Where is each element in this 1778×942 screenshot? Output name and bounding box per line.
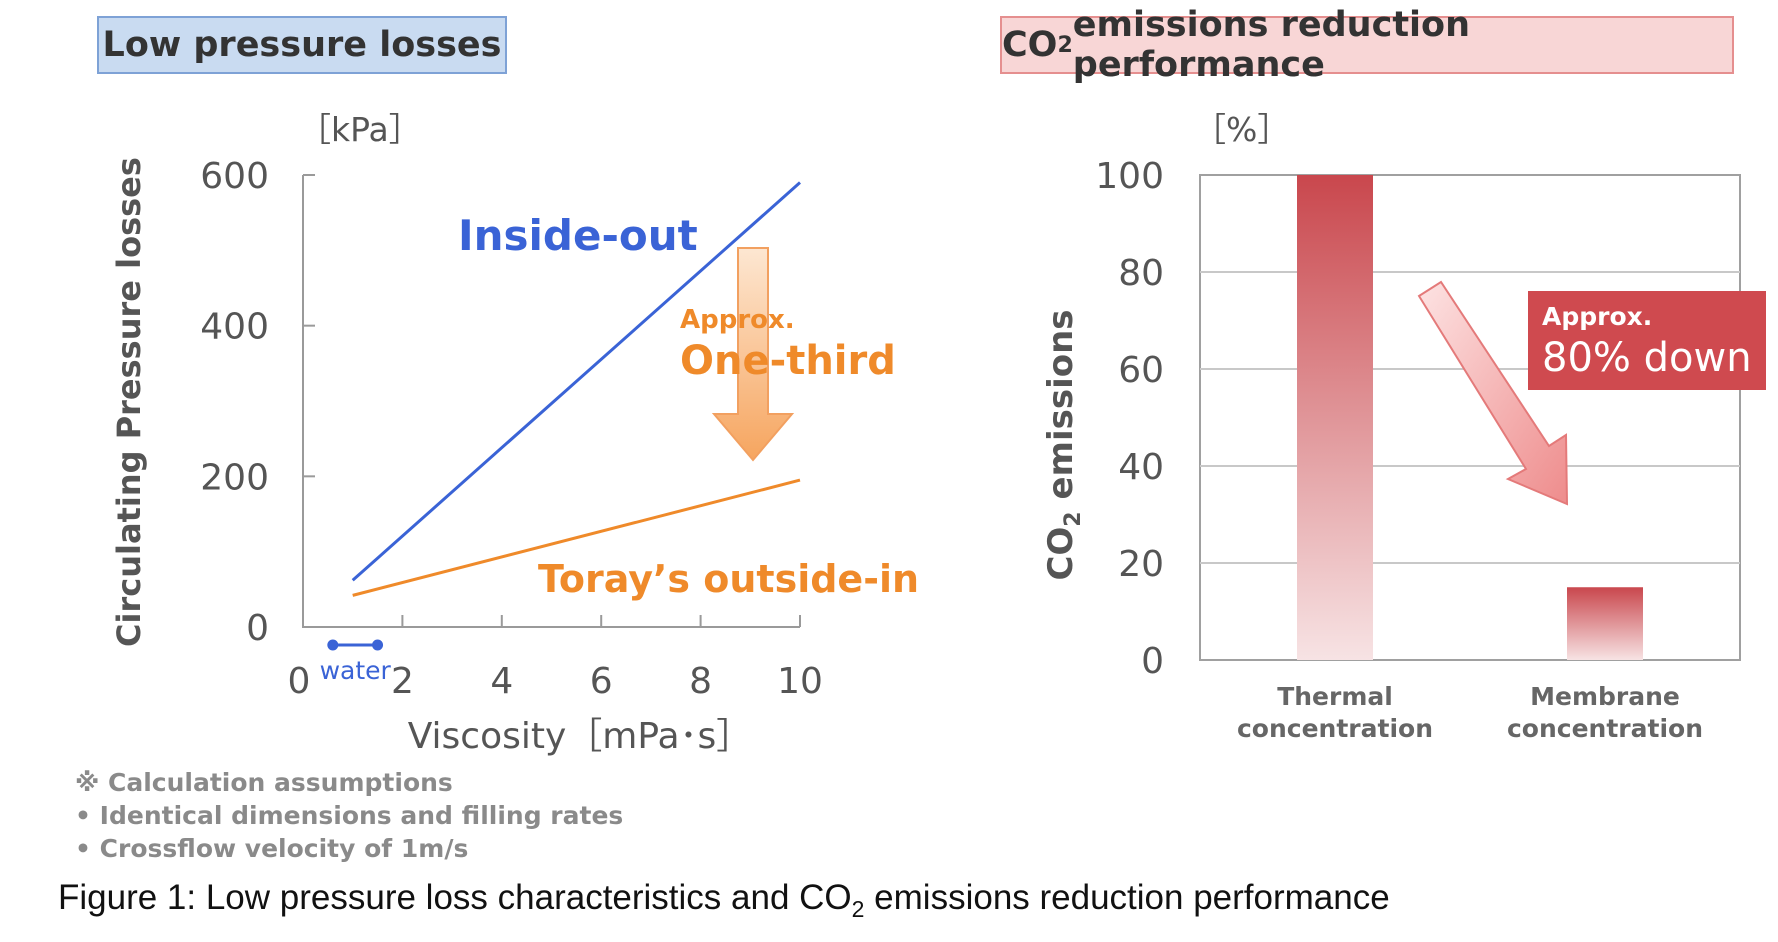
x-tick-label: 8	[689, 661, 712, 702]
y-unit-label-right: ［%］	[1193, 110, 1290, 149]
reduction-banner	[1528, 291, 1766, 390]
water-label: water	[320, 656, 392, 685]
water-range-start	[327, 639, 339, 651]
y-tick-label-right: 0	[1141, 641, 1164, 682]
y-tick-label-right: 60	[1118, 350, 1164, 391]
x-tick-label: 6	[590, 661, 613, 702]
x-tick-label: 4	[490, 661, 513, 702]
inside-out-label: Inside-out	[458, 211, 698, 260]
category-label: concentration	[1507, 714, 1703, 743]
note-line: • Identical dimensions and filling rates	[75, 801, 624, 830]
x-tick-label: 2	[391, 661, 414, 702]
x-tick-label: 10	[777, 661, 823, 702]
down-label: 80% down	[1542, 335, 1752, 381]
approx-label-right: Approx.	[1542, 302, 1652, 331]
calculation-notes: ※ Calculation assumptions • Identical di…	[75, 766, 623, 865]
category-label: concentration	[1237, 714, 1433, 743]
y-tick-label-right: 20	[1118, 544, 1164, 585]
y-axis-title-right: CO2 emissions	[1041, 309, 1086, 580]
y-tick-label: 600	[200, 156, 269, 197]
one-third-label: One-third	[680, 338, 896, 384]
figure-caption: Figure 1: Low pressure loss characterist…	[58, 878, 1390, 922]
note-line: ※ Calculation assumptions	[75, 768, 453, 797]
x-axis-title: Viscosity［mPa･s］	[408, 716, 753, 757]
outside-in-label: Toray’s outside-in	[538, 557, 919, 601]
x-tick-label: 0	[288, 661, 311, 702]
bar-chart: ［%］ CO2 emissions 0 20 40 60 80 100 Thermal co…	[1041, 110, 1766, 743]
approx-label-left: Approx.	[680, 305, 795, 335]
y-tick-label-right: 80	[1118, 253, 1164, 294]
category-label: Thermal	[1277, 682, 1393, 711]
y-tick-label: 400	[200, 307, 269, 348]
bar-thermal	[1297, 175, 1373, 660]
note-line: • Crossflow velocity of 1m/s	[75, 834, 469, 863]
left-chart-title: Low pressure losses	[97, 16, 507, 74]
y-axis-title: Circulating Pressure losses	[110, 157, 148, 647]
right-chart-title: CO 2 emissions reduction performance	[1000, 5, 1734, 85]
y-tick-label-right: 100	[1095, 156, 1164, 197]
reduction-arrow-icon	[711, 247, 795, 462]
y-unit-label: ［kPa］	[298, 110, 422, 149]
line-chart: ［kPa］ Circulating Pressure losses 020040…	[110, 110, 919, 757]
plot-frame-right	[1199, 174, 1741, 661]
series-line-toray-s-outside-in	[352, 478, 801, 597]
bar-membrane	[1567, 587, 1643, 660]
series-line-inside-out	[351, 181, 801, 582]
y-tick-label: 0	[246, 608, 269, 649]
reduction-arrow-icon-right	[1417, 280, 1569, 506]
water-range-end	[372, 639, 384, 651]
y-tick-label-right: 40	[1118, 447, 1164, 488]
y-tick-label: 200	[200, 457, 269, 498]
category-label: Membrane	[1530, 682, 1680, 711]
